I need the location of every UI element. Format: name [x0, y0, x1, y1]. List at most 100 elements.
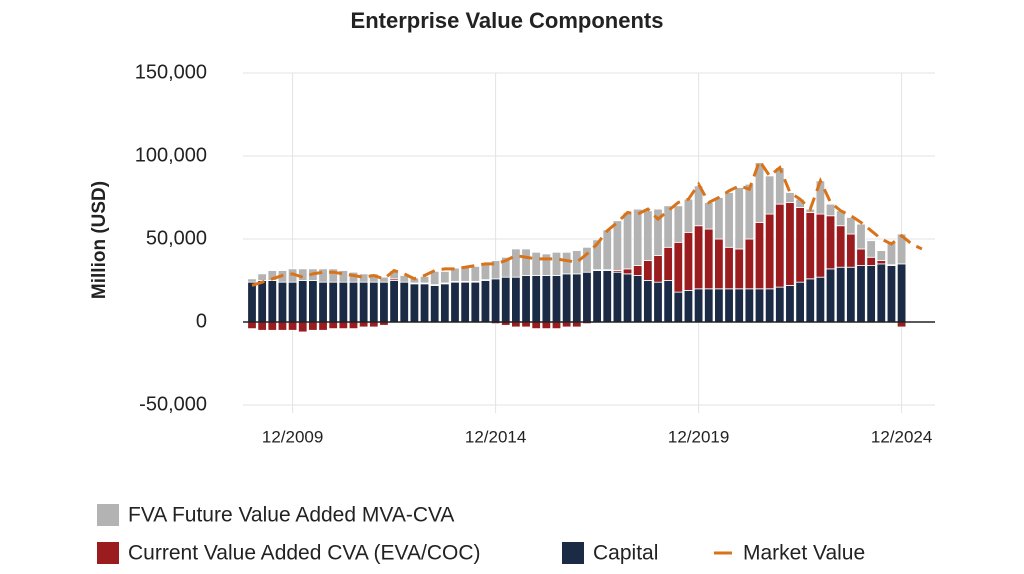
- bar: [836, 266, 846, 323]
- bar: [633, 265, 643, 276]
- legend-label: Capital: [593, 542, 658, 565]
- bar: [825, 268, 836, 323]
- bar: [592, 239, 602, 271]
- x-tick-label: 12/2014: [465, 427, 526, 446]
- bar: [795, 281, 805, 323]
- bar: [754, 288, 765, 323]
- bar: [805, 212, 815, 280]
- bar: [277, 321, 288, 331]
- bar: [633, 208, 643, 266]
- bar: [572, 273, 582, 323]
- bar: [318, 268, 328, 283]
- bar: [541, 275, 552, 323]
- bar: [704, 228, 714, 290]
- legend-label: Market Value: [743, 542, 865, 565]
- bar: [846, 266, 856, 323]
- bar: [825, 215, 836, 270]
- bar: [764, 213, 775, 290]
- bar: [541, 253, 552, 276]
- bar: [511, 276, 521, 323]
- bar: [582, 271, 592, 323]
- bar: [683, 290, 694, 323]
- bar: [673, 205, 684, 243]
- bar: [683, 198, 694, 233]
- bar: [846, 217, 856, 235]
- bar: [267, 280, 278, 323]
- bar: [409, 283, 420, 323]
- bar: [866, 256, 876, 266]
- overlay: -50,000 0 50,000 100,000 150,000 12/2009 12/20…: [97, 61, 935, 565]
- bar: [785, 202, 795, 286]
- bar: [318, 321, 328, 331]
- bar: [714, 197, 724, 240]
- bar: [622, 268, 633, 275]
- bar: [511, 248, 521, 278]
- bar: [490, 260, 501, 280]
- bar: [602, 229, 612, 271]
- bar: [643, 210, 653, 261]
- bar: [663, 246, 673, 281]
- bars: [247, 162, 907, 333]
- bar: [815, 276, 826, 323]
- bar: [683, 231, 694, 291]
- bar: [714, 238, 724, 290]
- x-tick-label: 12/2019: [668, 427, 729, 446]
- legend-label: FVA Future Value Added MVA-CVA: [128, 504, 454, 527]
- bar: [876, 260, 887, 265]
- bar: [754, 162, 765, 223]
- bar: [328, 268, 338, 283]
- bar: [653, 208, 663, 256]
- bar: [815, 213, 826, 278]
- bar: [561, 273, 572, 323]
- bar: [419, 275, 430, 284]
- line: [251, 157, 923, 287]
- y-axis-label: Million (USD): [89, 181, 110, 299]
- bar: [876, 250, 887, 261]
- bar: [572, 250, 582, 275]
- bar: [622, 212, 633, 270]
- bar: [247, 321, 257, 330]
- bar: [582, 246, 592, 273]
- bar: [724, 246, 734, 290]
- bar: [501, 276, 511, 323]
- bar: [247, 278, 257, 283]
- bar: [795, 207, 805, 283]
- bar: [734, 288, 744, 323]
- bar: [531, 321, 541, 330]
- y-tick-label: 50,000: [146, 227, 207, 249]
- bar: [673, 241, 684, 293]
- bar: [358, 281, 369, 323]
- bar: [287, 321, 298, 331]
- bar: [846, 233, 856, 268]
- bar: [450, 267, 460, 282]
- legend-swatch: [562, 542, 584, 564]
- bar: [318, 281, 328, 323]
- bar: [257, 273, 267, 281]
- y-tick-label: -50,000: [139, 393, 207, 415]
- bar: [785, 285, 795, 323]
- bar: [622, 273, 633, 323]
- bar: [724, 288, 734, 323]
- bar: [643, 260, 653, 281]
- chart-title: Enterprise Value Components: [351, 8, 664, 33]
- bar: [419, 283, 430, 323]
- bar: [521, 275, 531, 323]
- bar: [876, 263, 887, 323]
- bar: [896, 263, 907, 323]
- bar: [551, 251, 562, 276]
- bar: [602, 270, 612, 323]
- bar: [287, 281, 298, 323]
- bar: [734, 248, 744, 290]
- bar: [866, 240, 876, 258]
- bar: [744, 183, 755, 240]
- bar: [754, 221, 765, 290]
- bar: [775, 286, 785, 323]
- x-tick-label: 12/2009: [262, 427, 323, 446]
- bar: [734, 187, 744, 250]
- bar: [764, 288, 775, 323]
- bar: [886, 241, 897, 266]
- bar: [744, 238, 755, 290]
- bar: [693, 225, 704, 290]
- bar: [633, 275, 643, 323]
